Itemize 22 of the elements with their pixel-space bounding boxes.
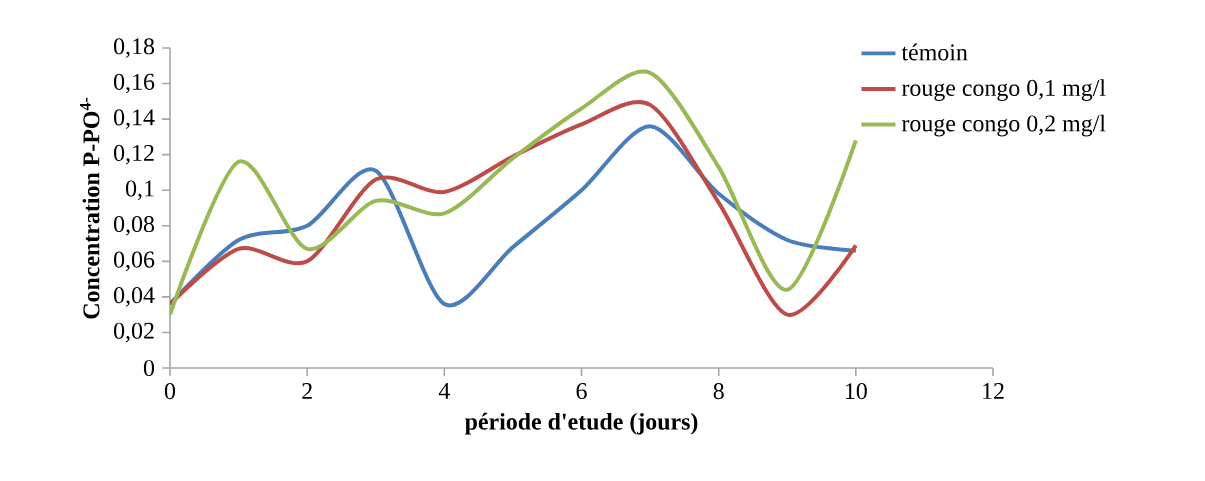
legend-label: rouge congo 0,2 mg/l [901,114,1106,137]
legend-label: rouge congo 0,1 mg/l [901,79,1106,101]
y-tick-label: 0,06 [114,251,155,272]
x-tick-label: 0 [164,383,176,400]
y-tick-label: 0,16 [114,73,155,94]
y-tick-label: 0,1 [125,180,154,201]
x-tick-label: 4 [438,383,450,399]
y-tick-label: 0 [143,359,155,377]
y-tick-label: 0,08 [114,215,155,236]
y-tick-label: 0,02 [114,322,154,343]
legend-label: témoin [901,43,968,61]
y-tick-label: 0,04 [114,287,155,307]
text: Concentration P-PO$^{4-}$ [80,97,100,319]
x-tick-label: 10 [845,383,867,400]
x-tick-label: 2 [302,383,312,399]
y-tick-label: 0,12 [114,144,154,165]
x-tick-label: 12 [983,383,1004,399]
y-tick-label: 0,14 [114,109,155,129]
x-axis-title: période d'etude (jours) [464,412,698,435]
x-tick-label: 8 [713,383,724,400]
y-tick-label: 0,18 [114,38,155,58]
x-tick-label: 6 [576,383,587,400]
